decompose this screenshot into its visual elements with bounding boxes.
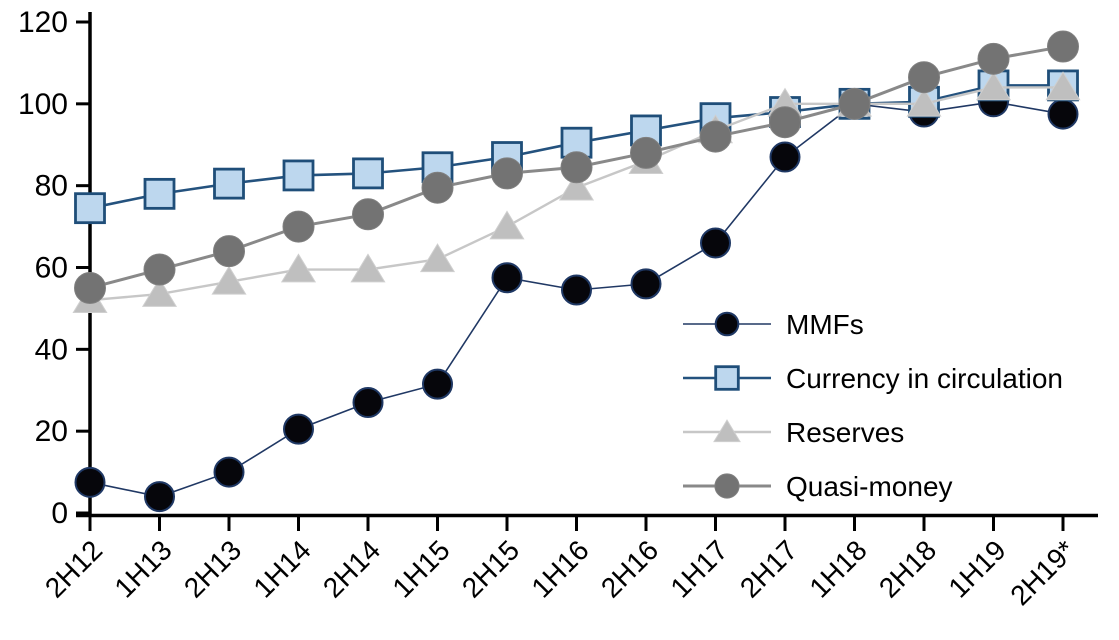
x-tick-label: 1H15 xyxy=(386,534,455,603)
data-point-marker xyxy=(422,368,453,400)
data-point-marker xyxy=(419,243,456,273)
data-point-marker xyxy=(282,159,315,192)
legend-label-mmfs: MMFs xyxy=(786,309,864,340)
data-point-marker xyxy=(352,387,384,419)
data-point-marker xyxy=(838,87,871,120)
data-point-marker xyxy=(558,171,595,201)
data-point-marker xyxy=(769,141,801,173)
legend-item-currency-in-circulation: Currency in circulation xyxy=(683,363,1063,394)
data-point-marker xyxy=(908,61,940,94)
legend-item-quasi-money: Quasi-money xyxy=(683,471,953,502)
data-point-marker xyxy=(213,456,245,488)
x-tick-label: 1H16 xyxy=(525,534,594,603)
data-point-marker xyxy=(700,227,731,259)
data-point-marker xyxy=(144,481,175,513)
data-point-marker xyxy=(630,136,662,169)
data-point-marker xyxy=(74,192,106,225)
data-point-marker xyxy=(561,274,592,306)
legend-label-reserves: Reserves xyxy=(786,417,904,448)
data-point-marker xyxy=(769,106,801,139)
y-tick-label: 40 xyxy=(35,333,68,366)
data-point-marker xyxy=(714,311,740,337)
data-point-marker xyxy=(906,87,942,117)
data-point-marker xyxy=(491,262,523,294)
data-point-marker xyxy=(714,365,740,391)
x-tick-label: 1H14 xyxy=(247,534,316,603)
x-tick-label: 1H18 xyxy=(803,534,872,603)
data-point-marker xyxy=(1047,30,1079,63)
data-point-marker xyxy=(213,235,245,268)
series-quasi-money xyxy=(74,30,1079,304)
data-point-marker xyxy=(213,167,245,200)
data-point-marker xyxy=(421,171,454,204)
data-point-marker xyxy=(1045,71,1081,101)
y-tick-label: 100 xyxy=(18,88,68,121)
x-tick-label: 2H13 xyxy=(178,534,247,603)
y-tick-label: 80 xyxy=(35,170,68,203)
data-point-marker xyxy=(280,253,317,283)
x-tick-label: 2H18 xyxy=(873,534,942,603)
data-point-marker xyxy=(74,271,106,304)
x-tick-label: 1H13 xyxy=(108,534,177,603)
data-point-marker xyxy=(143,253,176,286)
data-point-marker xyxy=(352,198,384,231)
data-point-marker xyxy=(282,210,315,243)
data-point-marker xyxy=(1047,98,1079,130)
x-tick-label: 2H16 xyxy=(595,534,664,603)
data-point-marker xyxy=(713,419,741,443)
data-point-marker xyxy=(352,157,384,190)
legend-label-quasi-money: Quasi-money xyxy=(786,471,953,502)
legend: MMFs Currency in circulation Reserves Quasi… xyxy=(683,309,1063,502)
x-tick-label: 1H19 xyxy=(942,534,1011,603)
legend-item-reserves: Reserves xyxy=(683,417,904,448)
legend-label-currency-in-circulation: Currency in circulation xyxy=(786,363,1063,394)
x-tick-label: 1H17 xyxy=(664,534,733,603)
y-tick-label: 0 xyxy=(51,497,68,530)
data-point-marker xyxy=(714,473,740,499)
data-point-marker xyxy=(699,120,732,153)
data-point-marker xyxy=(211,265,247,295)
data-point-marker xyxy=(560,151,593,184)
legend-item-mmfs: MMFs xyxy=(683,309,864,340)
y-tick-label: 20 xyxy=(35,415,68,448)
data-point-marker xyxy=(143,177,176,210)
x-tick-label: 2H15 xyxy=(456,534,525,603)
data-point-marker xyxy=(350,253,386,283)
data-point-marker xyxy=(283,413,314,445)
x-tick-label: 2H12 xyxy=(39,534,108,603)
x-tick-label: 2H19* xyxy=(1004,534,1081,611)
y-tick-label: 120 xyxy=(18,6,68,39)
data-point-marker xyxy=(489,210,525,240)
data-point-marker xyxy=(491,157,523,190)
data-point-marker xyxy=(975,71,1012,101)
data-point-marker xyxy=(630,268,662,300)
x-tick-label: 2H17 xyxy=(734,534,803,603)
data-point-marker xyxy=(977,42,1010,75)
data-point-marker xyxy=(141,277,178,307)
data-point-marker xyxy=(74,466,106,498)
x-tick-label: 2H14 xyxy=(317,534,386,603)
y-tick-label: 60 xyxy=(35,252,68,285)
